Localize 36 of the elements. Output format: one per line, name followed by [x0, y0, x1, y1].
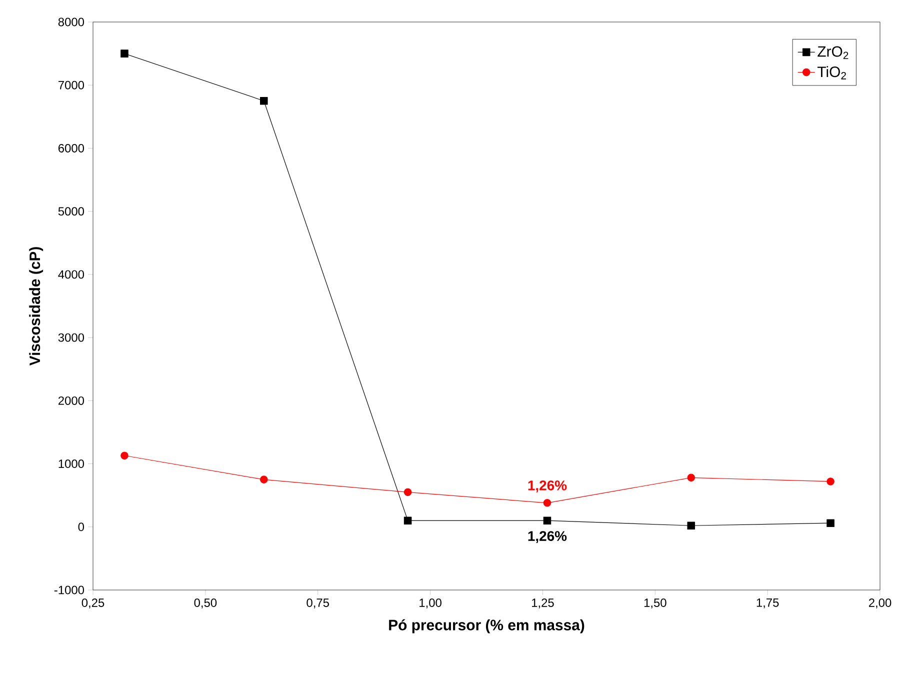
x-tick-label: 1,00: [420, 598, 442, 608]
y-tick-label: 0: [78, 522, 84, 532]
y-tick-label: 7000: [58, 80, 84, 90]
x-tick-label: 1,25: [532, 598, 554, 608]
point: [404, 488, 412, 496]
y-tick-label: 8000: [58, 18, 84, 26]
point: [543, 499, 552, 507]
point: [120, 50, 128, 58]
x-tick-label: 0,75: [306, 598, 329, 608]
point: [687, 522, 696, 530]
x-tick-label: 0,25: [82, 598, 104, 608]
y-tick-label: -1000: [54, 586, 84, 594]
x-tick-label: 0,50: [194, 598, 217, 608]
y-tick-label: 3000: [58, 333, 84, 342]
point: [260, 97, 268, 105]
point: [404, 516, 412, 524]
annotation: 1,26%: [528, 531, 567, 543]
y-axis-title: Viscosidade (cP): [29, 247, 44, 366]
x-tick-label: 1,50: [644, 598, 666, 608]
point: [687, 474, 696, 482]
x-axis-title: Pó precursor (% em massa): [389, 619, 584, 634]
point: [120, 452, 128, 460]
x-tick-label: 2,00: [868, 598, 892, 608]
annotation: 1,26%: [528, 480, 567, 492]
y-tick-label: 6000: [58, 144, 84, 152]
point: [543, 516, 552, 524]
y-tick-label: 4000: [58, 270, 84, 279]
y-tick-label: 5000: [58, 207, 84, 216]
y-tick-label: 1000: [58, 460, 84, 468]
y-tick-label: 2000: [58, 396, 84, 405]
legend-label: TiO$_{2}$: [817, 66, 846, 80]
point: [260, 476, 268, 484]
legend-label: ZrO$_{2}$: [818, 46, 848, 60]
x-tick-label: 1,75: [756, 598, 779, 608]
point: [826, 519, 834, 527]
point: [826, 478, 834, 486]
